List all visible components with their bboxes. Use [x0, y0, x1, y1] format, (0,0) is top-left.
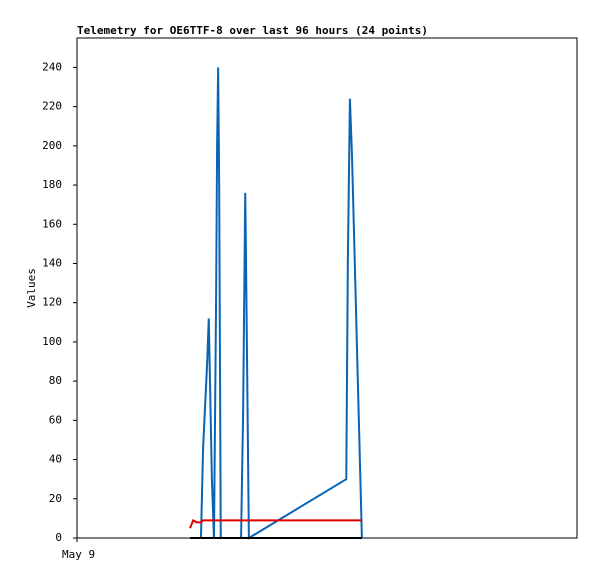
series-line: [189, 518, 362, 529]
y-tick-label: 240: [42, 60, 62, 73]
y-tick-label: 120: [42, 296, 62, 309]
x-tick-label: May 9: [62, 548, 95, 561]
y-tick-label: 180: [42, 178, 62, 191]
y-tick-label: 40: [49, 453, 62, 466]
y-tick-label: 200: [42, 139, 62, 152]
y-tick-label: 60: [49, 413, 62, 426]
y-axis-label: Values: [25, 268, 38, 308]
y-tick-label: 160: [42, 217, 62, 230]
y-tick-label: 220: [42, 100, 62, 113]
y-tick-label: 80: [49, 374, 62, 387]
chart-title: Telemetry for OE6TTF-8 over last 96 hour…: [77, 24, 428, 37]
series-line: [190, 67, 363, 540]
plot-frame: [76, 37, 578, 539]
y-tick-label: 20: [49, 492, 62, 505]
y-tick-label: 100: [42, 335, 62, 348]
y-tick-label: 0: [55, 531, 62, 544]
y-tick-label: 140: [42, 256, 62, 269]
